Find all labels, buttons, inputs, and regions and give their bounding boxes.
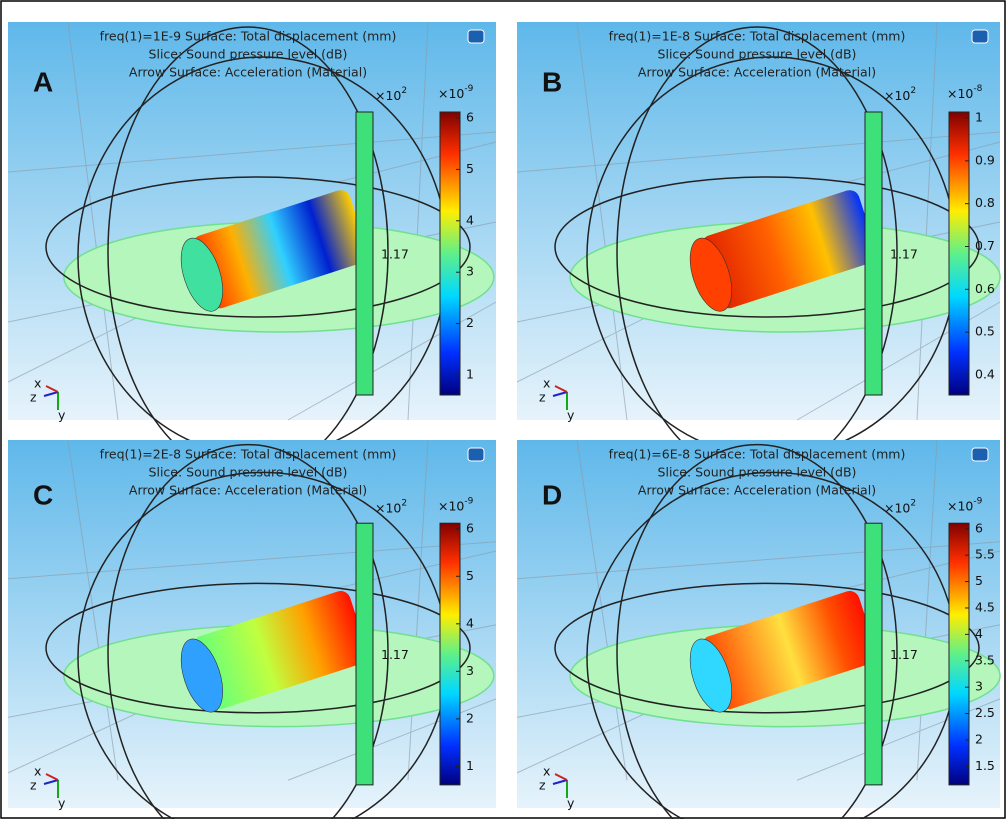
plot-title-line: Slice: Sound pressure level (dB): [658, 465, 857, 480]
axis-label: z: [30, 390, 37, 405]
axis-label: y: [58, 408, 66, 423]
scale-base: ×10: [947, 498, 973, 513]
axis-label: y: [58, 796, 66, 811]
colorbar-tick-label: 5.5: [975, 547, 995, 562]
plot-title-line: Arrow Surface: Acceleration (Material): [638, 483, 876, 498]
app-icon: [972, 448, 988, 461]
colorbar-tick-label: 5: [466, 568, 474, 583]
colorbar-tick-label: 5: [466, 161, 474, 176]
slice-value: 1.17: [890, 247, 918, 262]
panel-label: A: [33, 66, 53, 97]
colorbar-tick-label: 0.5: [975, 324, 995, 339]
axis-label: z: [539, 390, 546, 405]
app-icon: [468, 448, 484, 461]
colorbar-tick-label: 3: [466, 264, 474, 279]
panel: ×1021.17×10-9654321freq(1)=1E-9 Surface:…: [8, 22, 496, 477]
colorbar-tick-label: 0.6: [975, 281, 995, 296]
colorbar: [949, 112, 969, 395]
panel: ×1021.17×10-965.554.543.532.521.5freq(1)…: [517, 440, 1000, 819]
slice-value: 1.17: [381, 647, 409, 662]
panel-label: C: [33, 480, 53, 511]
panel-label: D: [542, 480, 562, 511]
slice-bar: [865, 112, 882, 395]
colorbar-tick-label: 4.5: [975, 599, 995, 614]
slice-bar: [356, 523, 373, 785]
plot-title-line: freq(1)=6E-8 Surface: Total displacement…: [609, 447, 906, 462]
colorbar-tick-label: 1: [466, 367, 474, 382]
colorbar-tick-label: 1.5: [975, 758, 995, 773]
colorbar-tick-label: 3: [975, 679, 983, 694]
colorbar-tick-label: 5: [975, 573, 983, 588]
colorbar-tick-label: 2: [466, 315, 474, 330]
colorbar-tick-label: 0.9: [975, 152, 995, 167]
app-icon: [468, 30, 484, 43]
axis-label: y: [567, 408, 575, 423]
colorbar-tick-label: 0.4: [975, 367, 995, 382]
scale-base: ×10: [375, 88, 401, 103]
colorbar-tick-label: 4: [975, 626, 983, 641]
axis-label: x: [34, 376, 41, 391]
axis-label: y: [567, 796, 575, 811]
scale-base: ×10: [947, 86, 973, 101]
panel: ×1021.17×10-810.90.80.70.60.50.4freq(1)=…: [517, 22, 1000, 477]
scale-base: ×10: [375, 500, 401, 515]
plot-title-line: freq(1)=1E-8 Surface: Total displacement…: [609, 29, 906, 44]
slice-bar: [865, 523, 882, 785]
scale-exp: 2: [910, 86, 916, 96]
scale-base: ×10: [884, 500, 910, 515]
plot-title-line: Arrow Surface: Acceleration (Material): [638, 65, 876, 80]
plot-title-line: freq(1)=1E-9 Surface: Total displacement…: [100, 29, 397, 44]
scale-exp: -9: [464, 496, 473, 506]
colorbar-tick-label: 2: [975, 731, 983, 746]
colorbar-tick-label: 4: [466, 212, 474, 227]
scale-base: ×10: [884, 88, 910, 103]
scale-exp: -9: [464, 84, 473, 94]
axis-label: x: [543, 376, 550, 391]
plot-title-line: Arrow Surface: Acceleration (Material): [129, 65, 367, 80]
scale-exp: 2: [401, 86, 407, 96]
axis-label: z: [30, 778, 37, 793]
colorbar-tick-label: 3.5: [975, 652, 995, 667]
plot-title-line: Arrow Surface: Acceleration (Material): [129, 483, 367, 498]
plot-title-line: freq(1)=2E-8 Surface: Total displacement…: [100, 447, 397, 462]
slice-value: 1.17: [381, 247, 409, 262]
colorbar-tick-label: 6: [975, 520, 983, 535]
axis-label: x: [34, 764, 41, 779]
slice-value: 1.17: [890, 647, 918, 662]
scale-exp: -9: [973, 496, 982, 506]
scale-exp: -8: [973, 84, 982, 94]
colorbar-tick-label: 1: [975, 110, 983, 125]
scale-base: ×10: [438, 86, 464, 101]
colorbar: [440, 112, 460, 395]
colorbar-tick-label: 0.8: [975, 195, 995, 210]
plot-title-line: Slice: Sound pressure level (dB): [149, 47, 348, 62]
scale-exp: 2: [401, 498, 407, 508]
colorbar: [440, 523, 460, 785]
colorbar-tick-label: 2.5: [975, 705, 995, 720]
colorbar-tick-label: 3: [466, 663, 474, 678]
slice-bar: [356, 112, 373, 395]
axis-label: x: [543, 764, 550, 779]
colorbar-tick-label: 6: [466, 110, 474, 125]
colorbar: [949, 523, 969, 785]
colorbar-tick-label: 2: [466, 710, 474, 725]
colorbar-tick-label: 4: [466, 615, 474, 630]
figure: ×1021.17×10-9654321freq(1)=1E-9 Surface:…: [0, 0, 1006, 819]
plot-title-line: Slice: Sound pressure level (dB): [658, 47, 857, 62]
axis-label: z: [539, 778, 546, 793]
scale-exp: 2: [910, 498, 916, 508]
app-icon: [972, 30, 988, 43]
colorbar-tick-label: 6: [466, 520, 474, 535]
colorbar-tick-label: 1: [466, 758, 474, 773]
plot-title-line: Slice: Sound pressure level (dB): [149, 465, 348, 480]
panel-label: B: [542, 66, 562, 97]
colorbar-tick-label: 0.7: [975, 238, 995, 253]
scale-base: ×10: [438, 498, 464, 513]
